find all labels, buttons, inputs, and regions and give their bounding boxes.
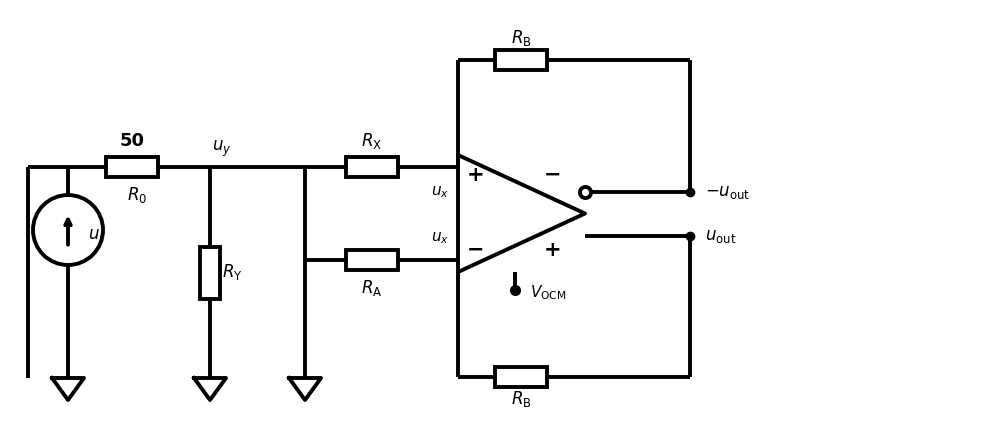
Text: +: + xyxy=(467,165,485,185)
Text: 50: 50 xyxy=(120,132,145,150)
Bar xyxy=(200,246,220,298)
Text: $u_x$: $u_x$ xyxy=(431,230,449,246)
Text: $V_\mathrm{OCM}$: $V_\mathrm{OCM}$ xyxy=(530,284,567,302)
Text: $u_i$: $u_i$ xyxy=(88,226,104,244)
Text: $-u_\mathrm{out}$: $-u_\mathrm{out}$ xyxy=(705,182,750,200)
Bar xyxy=(495,50,547,70)
Text: −: − xyxy=(544,165,562,185)
Text: $R_\mathrm{A}$: $R_\mathrm{A}$ xyxy=(361,278,383,298)
Text: $R_\mathrm{X}$: $R_\mathrm{X}$ xyxy=(361,131,383,151)
Text: $R_0$: $R_0$ xyxy=(127,185,147,205)
Text: $u_x$: $u_x$ xyxy=(431,184,449,200)
Text: +: + xyxy=(544,240,562,260)
Text: $R_\mathrm{Y}$: $R_\mathrm{Y}$ xyxy=(222,262,242,282)
Text: $R_\mathrm{B}$: $R_\mathrm{B}$ xyxy=(511,389,531,409)
Text: −: − xyxy=(467,240,485,260)
Text: $u_\mathrm{out}$: $u_\mathrm{out}$ xyxy=(705,227,736,244)
Bar xyxy=(106,157,158,177)
Bar xyxy=(495,367,547,387)
Text: $R_\mathrm{B}$: $R_\mathrm{B}$ xyxy=(511,28,531,48)
Bar xyxy=(346,157,398,177)
Text: $u_y$: $u_y$ xyxy=(212,139,232,159)
Bar xyxy=(346,250,398,270)
